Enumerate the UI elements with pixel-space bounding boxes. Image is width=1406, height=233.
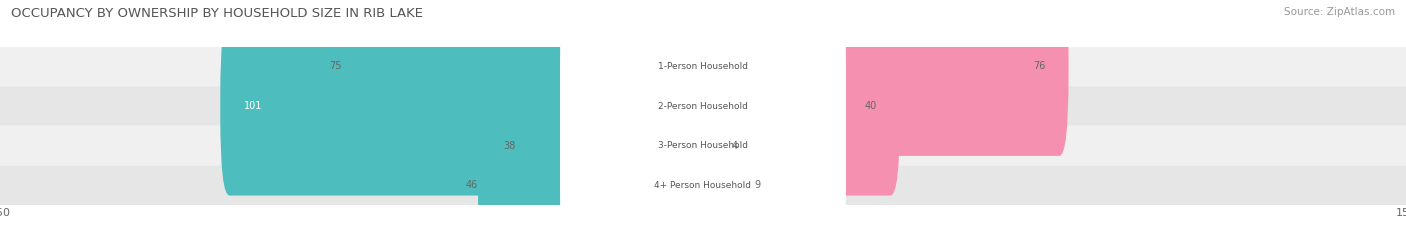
FancyBboxPatch shape [560,1,846,211]
Text: 76: 76 [1033,62,1045,71]
Text: 75: 75 [329,62,342,71]
Text: 40: 40 [865,101,876,111]
Text: 46: 46 [465,180,478,190]
Text: 38: 38 [503,141,516,151]
Text: Source: ZipAtlas.com: Source: ZipAtlas.com [1284,7,1395,17]
FancyBboxPatch shape [516,56,713,233]
Text: 4: 4 [731,141,737,151]
FancyBboxPatch shape [560,41,846,233]
FancyBboxPatch shape [693,96,755,233]
FancyBboxPatch shape [0,165,1406,205]
Text: 2-Person Household: 2-Person Household [658,102,748,110]
Text: 1-Person Household: 1-Person Household [658,62,748,71]
FancyBboxPatch shape [693,56,731,233]
FancyBboxPatch shape [0,47,1406,86]
FancyBboxPatch shape [0,126,1406,165]
FancyBboxPatch shape [221,17,713,195]
FancyBboxPatch shape [693,17,900,195]
Text: 9: 9 [755,180,761,190]
FancyBboxPatch shape [342,0,713,156]
FancyBboxPatch shape [0,86,1406,126]
Text: 4+ Person Household: 4+ Person Household [655,181,751,190]
FancyBboxPatch shape [560,0,846,171]
Text: OCCUPANCY BY OWNERSHIP BY HOUSEHOLD SIZE IN RIB LAKE: OCCUPANCY BY OWNERSHIP BY HOUSEHOLD SIZE… [11,7,423,20]
Text: 101: 101 [243,101,262,111]
Text: 3-Person Household: 3-Person Household [658,141,748,150]
FancyBboxPatch shape [693,0,1069,156]
FancyBboxPatch shape [560,81,846,233]
FancyBboxPatch shape [478,96,713,233]
